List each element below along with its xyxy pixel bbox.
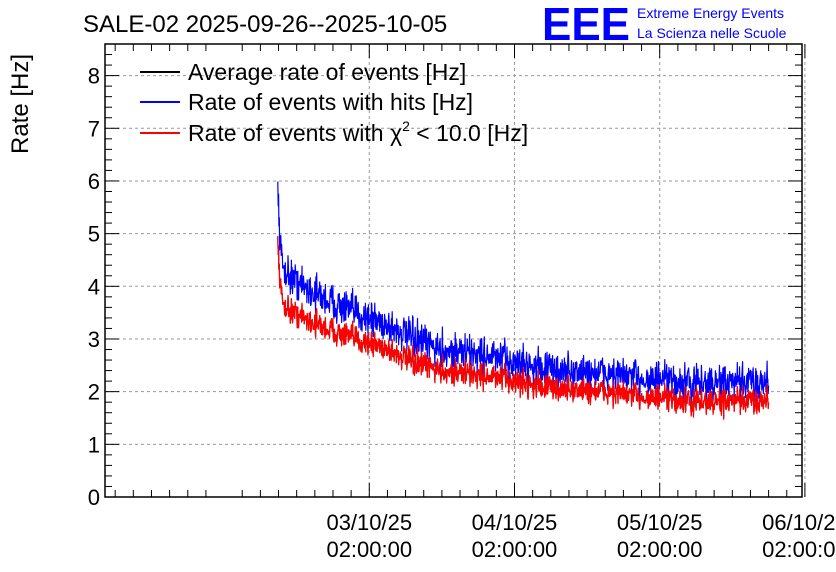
legend-entry-label: Average rate of events [Hz] [188,59,466,85]
series-line-chi2 [277,235,770,420]
y-axis-ticks: 0 1 2 3 4 5 6 7 8 [88,43,802,510]
series-layer [277,181,770,420]
y-tick-label: 4 [88,274,100,299]
y-tick-label: 0 [88,485,100,510]
x-tick-label-date: 06/10/25 [762,510,836,535]
logo-line-2: La Scienza nelle Scuole [637,25,787,41]
legend: Average rate of events [Hz] Rate of event… [140,59,528,146]
y-tick-label: 7 [88,116,100,141]
x-axis-ticks: 03/10/2502:00:0004/10/2502:00:0005/10/25… [114,44,836,562]
y-tick-label: 3 [88,327,100,352]
y-tick-label: 1 [88,432,100,457]
x-tick-label-date: 05/10/25 [617,510,703,535]
y-tick-label: 8 [88,64,100,89]
series-line-hits [277,181,770,408]
x-tick-label-time: 02:00:00 [762,537,836,562]
eee-logo: EEE Extreme Energy Events La Scienza nel… [542,0,787,50]
y-tick-label: 5 [88,222,100,247]
x-tick-label-time: 02:00:00 [472,537,558,562]
eee-logo-mark: EEE [542,0,630,50]
x-tick-label-date: 04/10/25 [472,510,558,535]
legend-entry-label: Rate of events with hits [Hz] [188,89,473,115]
y-tick-label: 6 [88,169,100,194]
chart-title: SALE-02 2025-09-26--2025-10-05 [83,11,447,38]
plot-frame [104,43,803,498]
grid-lines [105,44,806,497]
x-tick-label-date: 03/10/25 [326,510,412,535]
axes-frame [104,43,803,498]
y-axis-label: Rate [Hz] [7,54,34,154]
y-tick-label: 2 [88,380,100,405]
x-tick-label-time: 02:00:00 [326,537,412,562]
logo-line-1: Extreme Energy Events [637,5,784,21]
x-tick-label-time: 02:00:00 [617,537,703,562]
legend-entry-label: Rate of events with χ2 < 10.0 [Hz] [188,118,528,146]
